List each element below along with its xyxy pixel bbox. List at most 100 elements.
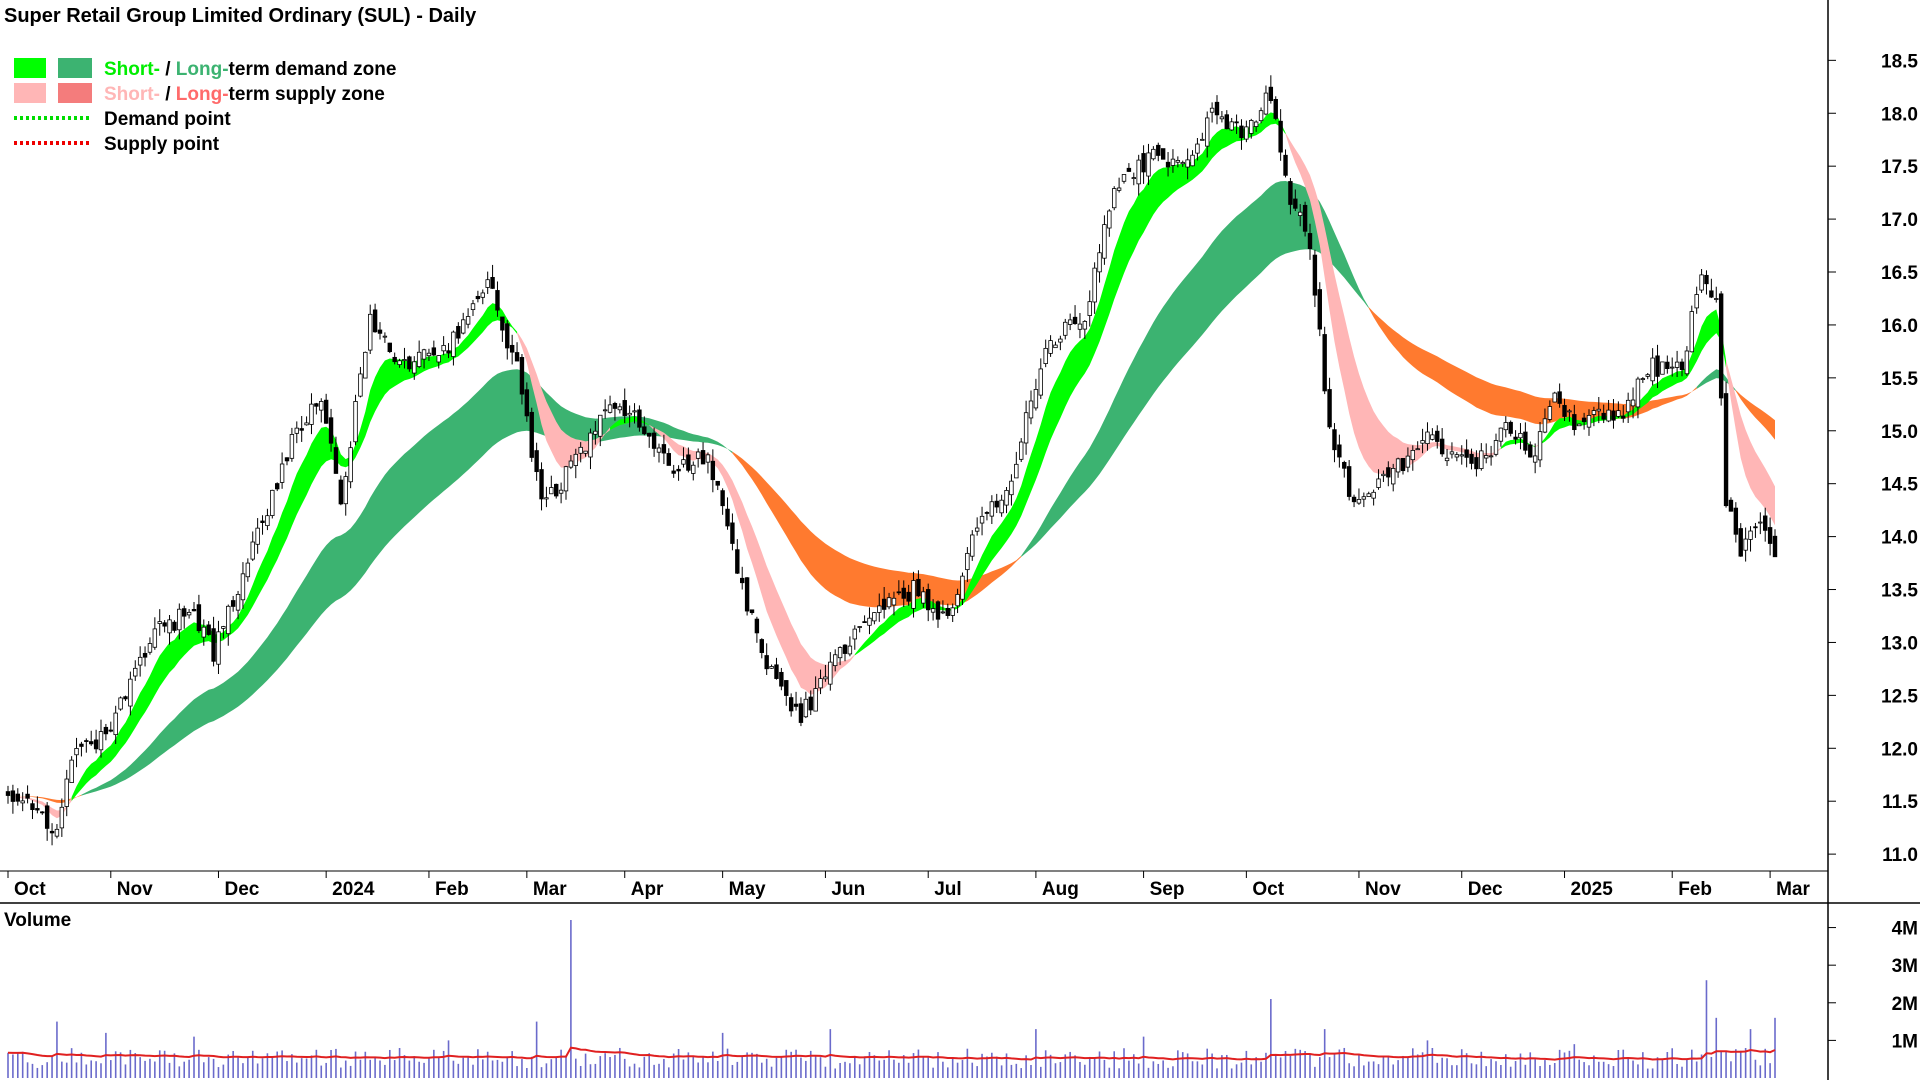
candle-body bbox=[172, 621, 177, 631]
price-tick-label: 11.5 bbox=[1882, 792, 1918, 813]
candle-body bbox=[1175, 160, 1181, 163]
candle-body bbox=[1288, 181, 1293, 205]
candle-body bbox=[1116, 187, 1122, 191]
time-axis: Oct Nov Dec 2024 Feb Mar Apr May Jun Jul Aug Sep Oct… bbox=[7, 871, 1810, 900]
candle-body bbox=[1635, 378, 1641, 408]
candle-body bbox=[994, 500, 999, 508]
candle-body bbox=[402, 359, 407, 362]
candle-body bbox=[1307, 233, 1313, 250]
candle-body bbox=[40, 811, 45, 814]
candle-body bbox=[1723, 393, 1729, 507]
candle-body bbox=[1439, 438, 1445, 455]
candle-body bbox=[221, 626, 226, 629]
candle-body bbox=[1405, 455, 1411, 468]
candle-body bbox=[1660, 361, 1665, 375]
candle-body bbox=[426, 352, 432, 357]
candle-body bbox=[1733, 507, 1739, 535]
legend-long-swatch bbox=[58, 83, 92, 103]
time-tick-label: Aug bbox=[1042, 879, 1079, 900]
candle-body bbox=[1283, 154, 1288, 176]
candle-body bbox=[299, 428, 304, 431]
candle-body bbox=[1386, 467, 1391, 478]
candle-body bbox=[397, 360, 402, 366]
candle-body bbox=[505, 323, 510, 349]
candle-body bbox=[1087, 301, 1092, 316]
candle-body bbox=[1596, 408, 1601, 412]
candle-body bbox=[461, 319, 466, 334]
candle-body bbox=[793, 703, 799, 707]
candle-body bbox=[529, 411, 534, 458]
candle-body bbox=[558, 489, 564, 494]
candle-body bbox=[1371, 491, 1376, 499]
candle-body bbox=[1758, 521, 1763, 524]
candle-body bbox=[1655, 355, 1660, 377]
candle-body bbox=[930, 608, 936, 613]
time-tick-label: Jun bbox=[831, 879, 865, 900]
candle-body bbox=[656, 447, 662, 453]
candle-body bbox=[1160, 148, 1166, 160]
candle-body bbox=[1484, 455, 1489, 459]
candle-body bbox=[1503, 422, 1508, 431]
candle-body bbox=[534, 450, 539, 473]
candle-body bbox=[1151, 148, 1156, 160]
candle-body bbox=[1699, 274, 1704, 291]
candle-body bbox=[539, 469, 544, 500]
candle-body bbox=[1322, 334, 1327, 392]
price-tick-label: 15.5 bbox=[1881, 369, 1918, 390]
candle-body bbox=[1645, 374, 1650, 377]
candle-body bbox=[989, 501, 995, 517]
candle-body bbox=[44, 805, 50, 829]
candle-body bbox=[960, 575, 965, 600]
candle-body bbox=[1293, 198, 1298, 209]
candle-body bbox=[837, 647, 843, 659]
candle-body bbox=[881, 598, 887, 610]
candle-body bbox=[279, 463, 285, 483]
candle-body bbox=[1542, 418, 1548, 433]
candle-body bbox=[1532, 455, 1538, 463]
candle-body bbox=[177, 608, 182, 631]
time-tick-label: 2024 bbox=[332, 879, 375, 900]
candle-body bbox=[431, 347, 437, 356]
price-tick-label: 16.5 bbox=[1881, 263, 1918, 284]
candle-body bbox=[1679, 361, 1685, 370]
candle-body bbox=[686, 454, 691, 471]
candle-body bbox=[147, 643, 153, 653]
candle-body bbox=[284, 457, 290, 462]
candle-body bbox=[1753, 526, 1758, 529]
candle-body bbox=[500, 316, 505, 331]
time-tick-label: Dec bbox=[224, 879, 259, 900]
candle-body bbox=[808, 696, 813, 711]
candle-body bbox=[1136, 159, 1141, 185]
candle-body bbox=[549, 487, 554, 495]
price-tick-label: 14.0 bbox=[1881, 528, 1918, 549]
candle-body bbox=[1033, 389, 1039, 409]
candle-body bbox=[1474, 457, 1479, 470]
candle-body bbox=[289, 434, 295, 459]
candle-body bbox=[133, 667, 138, 677]
candle-body bbox=[1195, 143, 1200, 154]
candle-body bbox=[1537, 431, 1543, 461]
candle-body bbox=[1268, 86, 1274, 101]
candle-body bbox=[1337, 444, 1342, 458]
candle-body bbox=[363, 351, 368, 379]
price-tick-label: 13.0 bbox=[1881, 633, 1918, 654]
candle-body bbox=[1043, 347, 1048, 364]
candle-body bbox=[1650, 357, 1655, 382]
candle-body bbox=[1244, 126, 1249, 140]
candle-body bbox=[490, 277, 495, 289]
candle-body bbox=[412, 361, 417, 374]
candle-body bbox=[617, 406, 623, 411]
candle-body bbox=[206, 624, 211, 635]
short-term-zone bbox=[1726, 360, 1775, 526]
candle-body bbox=[651, 432, 657, 449]
candle-body bbox=[260, 520, 265, 523]
candle-body bbox=[15, 793, 20, 802]
candle-body bbox=[1709, 290, 1714, 298]
candle-body bbox=[1063, 321, 1068, 336]
price-tick-label: 12.5 bbox=[1881, 686, 1918, 707]
candle-body bbox=[1430, 434, 1435, 440]
candle-body bbox=[1302, 204, 1308, 232]
candle-body bbox=[69, 759, 74, 783]
